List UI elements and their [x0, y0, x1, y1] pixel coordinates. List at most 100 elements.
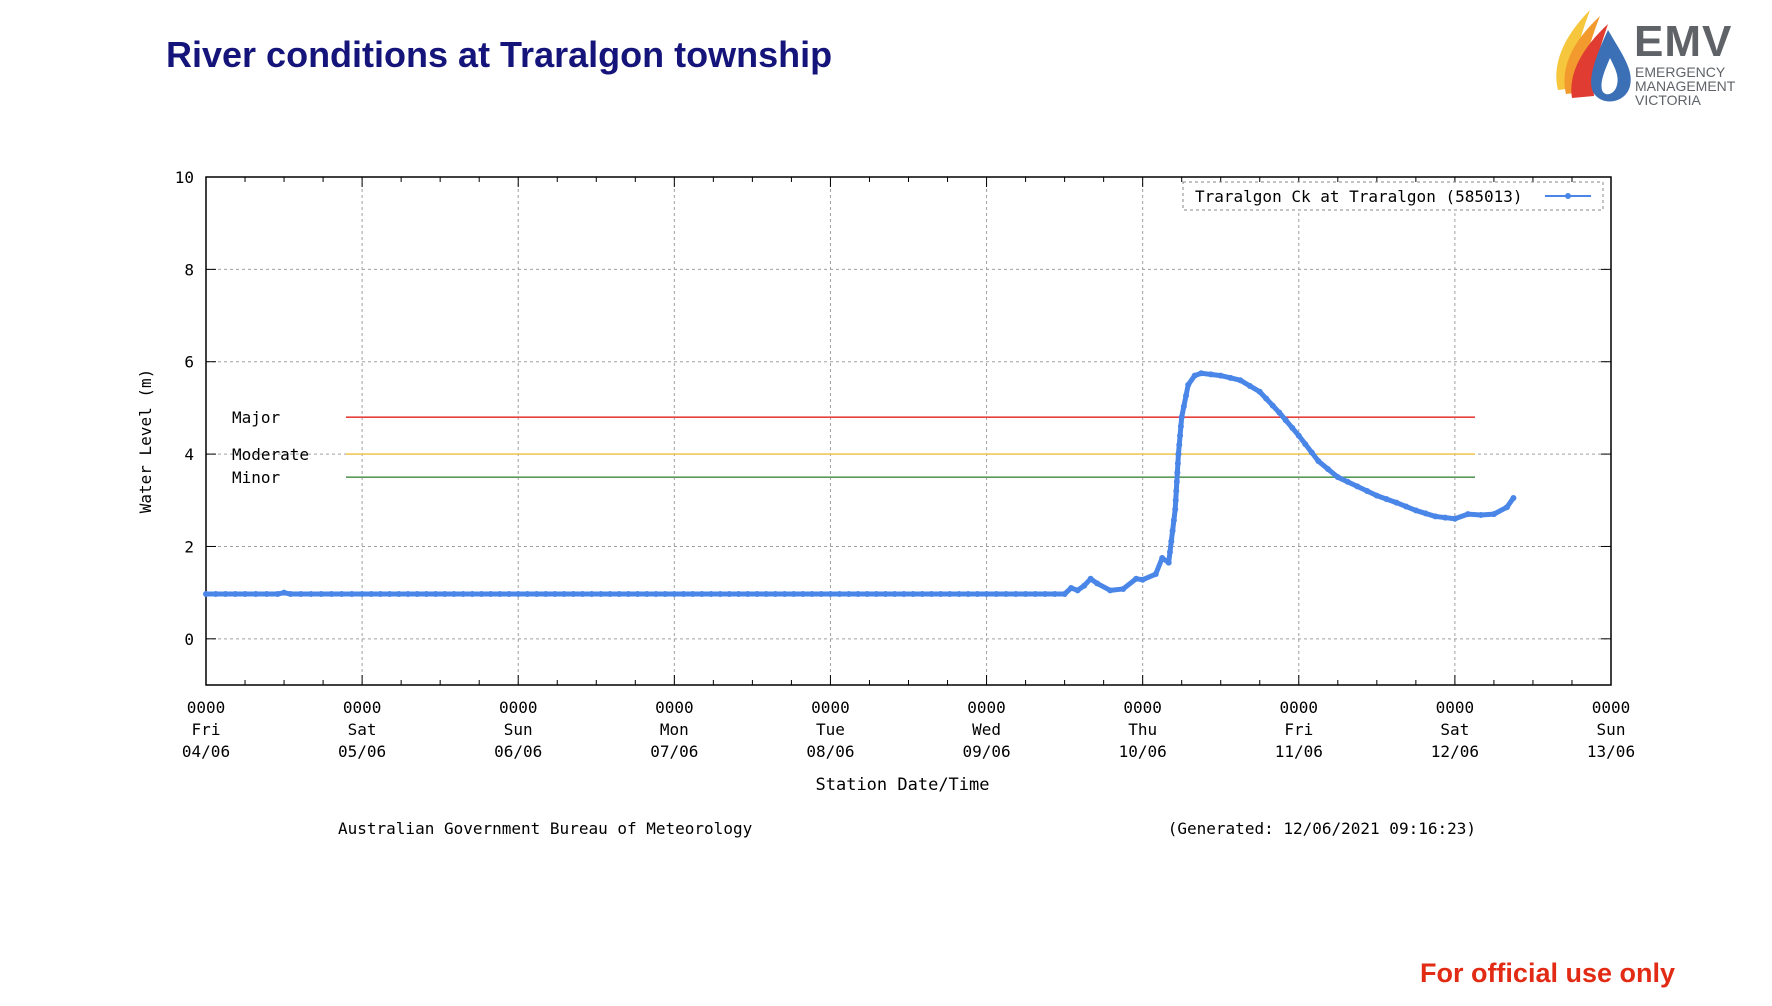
series-point — [386, 591, 393, 598]
series-point — [368, 591, 375, 598]
series-point — [232, 591, 239, 598]
series-point — [441, 591, 448, 598]
series-point — [983, 591, 990, 598]
series-point — [809, 591, 816, 598]
y-tick-label: 6 — [184, 353, 194, 372]
series-point — [487, 591, 494, 598]
threshold-label-moderate: Moderate — [232, 445, 309, 464]
series-point — [222, 591, 229, 598]
series-point — [1177, 432, 1184, 439]
series-point — [928, 591, 935, 598]
series-point — [359, 591, 366, 598]
series-point — [1003, 591, 1010, 598]
series-point — [671, 591, 678, 598]
series-point — [689, 591, 696, 598]
series-point — [708, 591, 715, 598]
y-axis-label: Water Level (m) — [136, 369, 155, 514]
y-tick-label: 8 — [184, 260, 194, 279]
series-point — [524, 591, 531, 598]
official-use-notice: For official use only — [1419, 958, 1675, 988]
series-point — [1246, 382, 1253, 389]
x-tick-label-date: 07/06 — [650, 742, 698, 761]
series-point — [1061, 591, 1068, 598]
series-point — [1178, 414, 1185, 421]
x-tick-label-time: 0000 — [811, 698, 850, 717]
x-tick-label-time: 0000 — [1280, 698, 1319, 717]
series-point — [1068, 585, 1075, 592]
series-point — [799, 591, 806, 598]
x-tick-label-day: Fri — [1284, 720, 1313, 739]
series-point — [597, 591, 604, 598]
series-point — [698, 591, 705, 598]
series-point — [1282, 417, 1289, 424]
series-point — [744, 591, 751, 598]
series-point — [450, 591, 457, 598]
x-tick-label-date: 12/06 — [1431, 742, 1479, 761]
series-point — [1373, 492, 1380, 499]
series-point — [1302, 441, 1309, 448]
series-point — [478, 591, 485, 598]
series-point — [634, 591, 641, 598]
series-point — [790, 591, 797, 598]
series-point — [937, 591, 944, 598]
legend-box — [1182, 181, 1604, 211]
series-point — [1503, 504, 1510, 511]
series-point — [1074, 587, 1081, 594]
series-point — [625, 591, 632, 598]
series-point — [395, 591, 402, 598]
series-point — [1295, 432, 1302, 439]
emv-logo: EMV EMERGENCY MANAGEMENT VICTORIA — [1550, 8, 1760, 118]
series-point — [263, 591, 270, 598]
x-tick-label-date: 09/06 — [962, 742, 1010, 761]
x-tick-label-date: 13/06 — [1587, 742, 1635, 761]
series-point — [818, 591, 825, 598]
threshold-label-minor: Minor — [232, 468, 281, 487]
series-point — [1042, 591, 1049, 598]
series-point — [1152, 571, 1159, 578]
series-line — [203, 370, 1516, 597]
y-tick-label: 0 — [184, 630, 194, 649]
series-point — [203, 591, 209, 598]
series-point — [726, 591, 733, 598]
series-point — [1183, 392, 1190, 399]
series-point — [1227, 374, 1234, 381]
series-point — [1442, 514, 1449, 521]
series-point — [965, 591, 972, 598]
series-point — [1165, 559, 1172, 566]
series-point — [891, 591, 898, 598]
x-tick-label-date: 08/06 — [806, 742, 854, 761]
series-point — [533, 591, 540, 598]
legend-swatch-marker — [1565, 193, 1571, 199]
logo-subtitle: EMERGENCY MANAGEMENT VICTORIA — [1635, 65, 1735, 107]
series-point — [579, 591, 586, 598]
series-point — [680, 591, 687, 598]
series-point — [772, 591, 779, 598]
series-point — [551, 591, 558, 598]
series-point — [287, 591, 294, 598]
x-tick-label-day: Thu — [1128, 720, 1157, 739]
series-point — [1176, 441, 1183, 448]
series-point — [1364, 488, 1371, 495]
series-point — [919, 591, 926, 598]
series-point — [974, 591, 981, 598]
series-point — [607, 591, 614, 598]
series-point — [1344, 478, 1351, 485]
series-point — [469, 591, 476, 598]
y-tick-label: 10 — [175, 168, 194, 187]
series-point — [1217, 372, 1224, 379]
series-point — [318, 591, 325, 598]
series-point — [1383, 496, 1390, 503]
y-tick-label: 4 — [184, 445, 194, 464]
series-point — [1173, 488, 1180, 495]
x-tick-label-day: Tue — [816, 720, 845, 739]
series-point — [1412, 507, 1419, 514]
series-point — [1139, 576, 1146, 583]
series-point — [1032, 591, 1039, 598]
source-annotation: Australian Government Bureau of Meteorol… — [338, 819, 753, 838]
x-tick-label-time: 0000 — [1436, 698, 1475, 717]
series-point — [1012, 591, 1019, 598]
x-tick-label-day: Fri — [192, 720, 221, 739]
series-point — [423, 591, 430, 598]
